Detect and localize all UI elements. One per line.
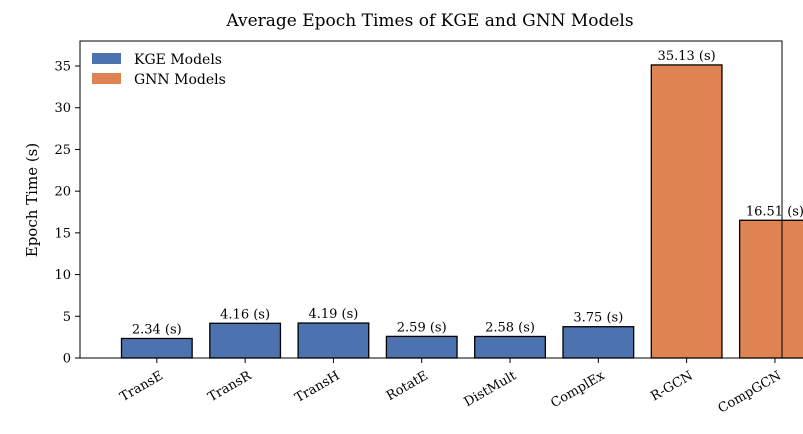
data-label-rotate: 2.59 (s) bbox=[397, 320, 447, 335]
data-label-transe: 2.34 (s) bbox=[132, 322, 182, 337]
bars-group bbox=[120, 64, 803, 359]
y-tick-label: 10 bbox=[54, 268, 71, 283]
legend-label-gnn: GNN Models bbox=[134, 72, 226, 88]
bar-rotate bbox=[385, 335, 458, 359]
y-axis: 0 5 10 15 20 25 30 35 bbox=[54, 60, 80, 367]
x-tick-label-complex: ComplEx bbox=[548, 368, 608, 411]
y-tick-label: 25 bbox=[54, 143, 71, 158]
bar-distmult bbox=[474, 335, 547, 359]
data-label-compgcn: 16.51 (s) bbox=[746, 204, 803, 219]
legend: KGE Models GNN Models bbox=[92, 52, 226, 88]
y-tick-label: 35 bbox=[54, 60, 71, 75]
y-tick-label: 30 bbox=[54, 101, 71, 116]
data-label-transh: 4.19 (s) bbox=[308, 307, 358, 322]
bar-compgcn bbox=[738, 219, 803, 359]
x-tick-label-distmult: DistMult bbox=[462, 368, 520, 410]
legend-swatch-kge bbox=[92, 53, 121, 64]
x-axis: TransE TransR TransH RotatE DistMult ComplEx R… bbox=[117, 358, 784, 417]
bar-transe bbox=[120, 337, 193, 359]
x-tick-label-transh: TransH bbox=[292, 368, 342, 406]
plot-frame bbox=[79, 40, 783, 359]
data-label-r-gcn: 35.13 (s) bbox=[658, 49, 716, 64]
y-tick-label: 15 bbox=[54, 226, 71, 241]
chart-title: Average Epoch Times of KGE and GNN Model… bbox=[225, 11, 633, 31]
y-axis-label: Epoch Time (s) bbox=[23, 143, 41, 258]
legend-swatch-gnn bbox=[92, 73, 121, 84]
x-tick-label-compgcn: CompGCN bbox=[716, 368, 784, 416]
x-tick-label-rotate: RotatE bbox=[384, 368, 431, 404]
data-label-distmult: 2.58 (s) bbox=[485, 320, 535, 335]
bar-r-gcn bbox=[650, 64, 723, 359]
y-tick-label: 5 bbox=[63, 310, 71, 325]
y-tick-label: 0 bbox=[63, 352, 71, 367]
data-labels-group: 2.34 (s) 4.16 (s) 4.19 (s) 2.59 (s) 2.58 (s)… bbox=[132, 49, 803, 338]
data-label-complex: 3.75 (s) bbox=[573, 311, 623, 326]
bar-complex bbox=[562, 326, 635, 359]
bar-transr bbox=[209, 322, 282, 359]
bar-transh bbox=[297, 322, 370, 359]
y-tick-label: 20 bbox=[54, 185, 71, 200]
x-tick-label-transe: TransE bbox=[117, 368, 165, 405]
x-tick-label-r-gcn: R-GCN bbox=[648, 368, 695, 404]
legend-label-kge: KGE Models bbox=[134, 52, 222, 68]
x-tick-label-transr: TransR bbox=[206, 368, 256, 405]
data-label-transr: 4.16 (s) bbox=[220, 307, 270, 322]
